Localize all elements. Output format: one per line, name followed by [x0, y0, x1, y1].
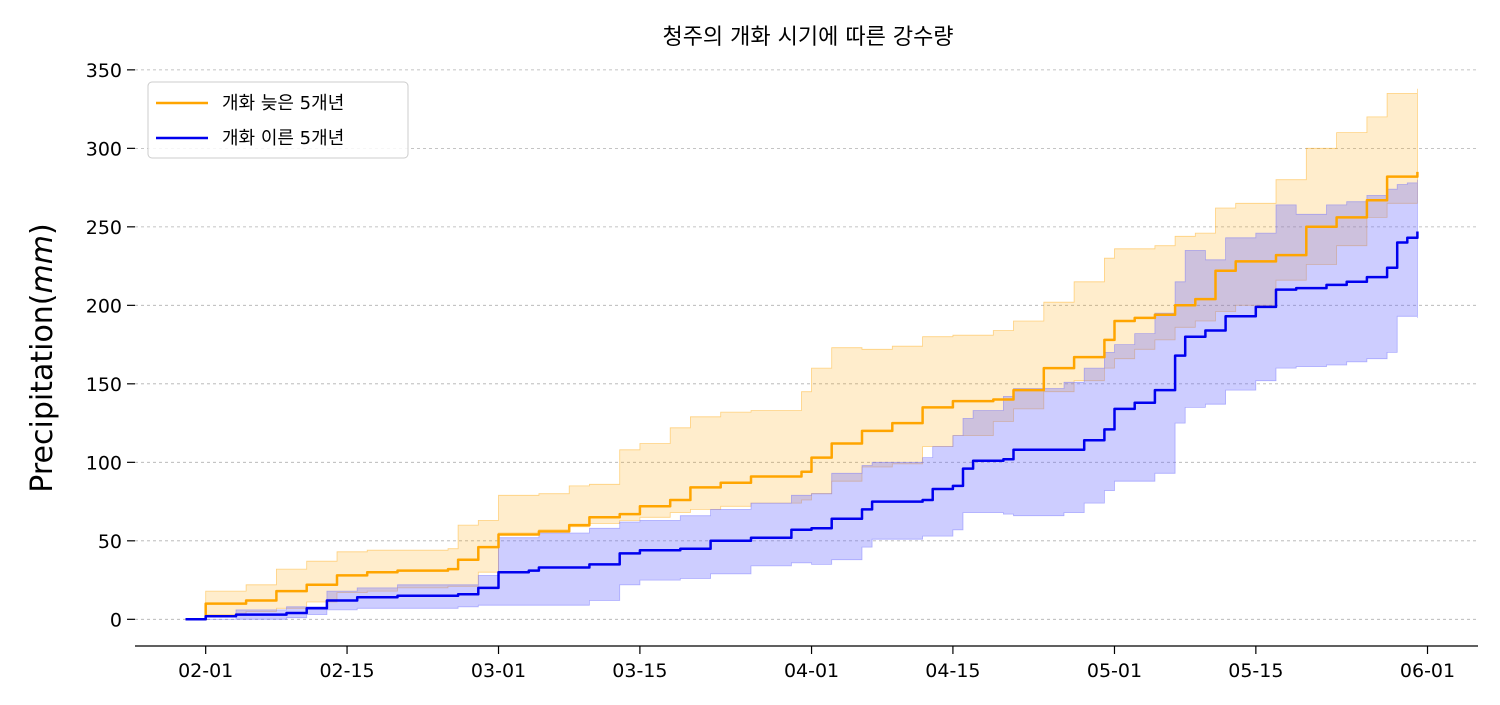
axes: 0 50 100 150 200 250 300 350 02-01 02-15 03-01 03-1…: [86, 60, 1478, 682]
legend: 개화 늦은 5개년 개화 이른 5개년: [147, 81, 409, 159]
y-tick-label-300: 300: [86, 138, 122, 160]
y-axis-label-unit: mm: [25, 235, 60, 293]
y-tick-label-200: 200: [86, 295, 122, 317]
x-tick-label-02-01: 02-01: [178, 660, 233, 682]
legend-box: [147, 81, 409, 159]
x-tick-label-05-15: 05-15: [1228, 660, 1283, 682]
y-axis-label-paren-open: (: [25, 293, 60, 305]
y-tick-label-0: 0: [110, 609, 122, 631]
y-tick-label-350: 350: [86, 60, 122, 82]
y-tick-label-150: 150: [86, 374, 122, 396]
confidence-bands: [185, 88, 1418, 620]
y-axis-label: Precipitation(mm): [25, 223, 60, 492]
legend-label-late: 개화 늦은 5개년: [222, 93, 344, 114]
y-tick-label-50: 50: [98, 531, 122, 553]
y-axis-label-paren-close: ): [25, 223, 60, 235]
x-tick-label-02-15: 02-15: [319, 660, 374, 682]
legend-label-early: 개화 이른 5개년: [222, 128, 344, 149]
x-tick-label-03-01: 03-01: [471, 660, 526, 682]
x-tick-label-05-01: 05-01: [1087, 660, 1142, 682]
x-tick-label-04-15: 04-15: [925, 660, 980, 682]
series-line-0: [185, 171, 1419, 621]
y-axis-label-text: Precipitation: [25, 305, 60, 493]
x-tick-label-03-15: 03-15: [612, 660, 667, 682]
band-0: [185, 88, 1418, 620]
y-tick-label-100: 100: [86, 452, 122, 474]
series-lines: [185, 171, 1419, 621]
x-tick-label-06-01: 06-01: [1400, 660, 1455, 682]
band-1: [185, 179, 1418, 620]
x-tick-label-04-01: 04-01: [784, 660, 839, 682]
series-line-1: [185, 231, 1419, 621]
chart-title: 청주의 개화 시기에 따른 강수량: [662, 25, 953, 50]
y-tick-label-250: 250: [86, 217, 122, 239]
